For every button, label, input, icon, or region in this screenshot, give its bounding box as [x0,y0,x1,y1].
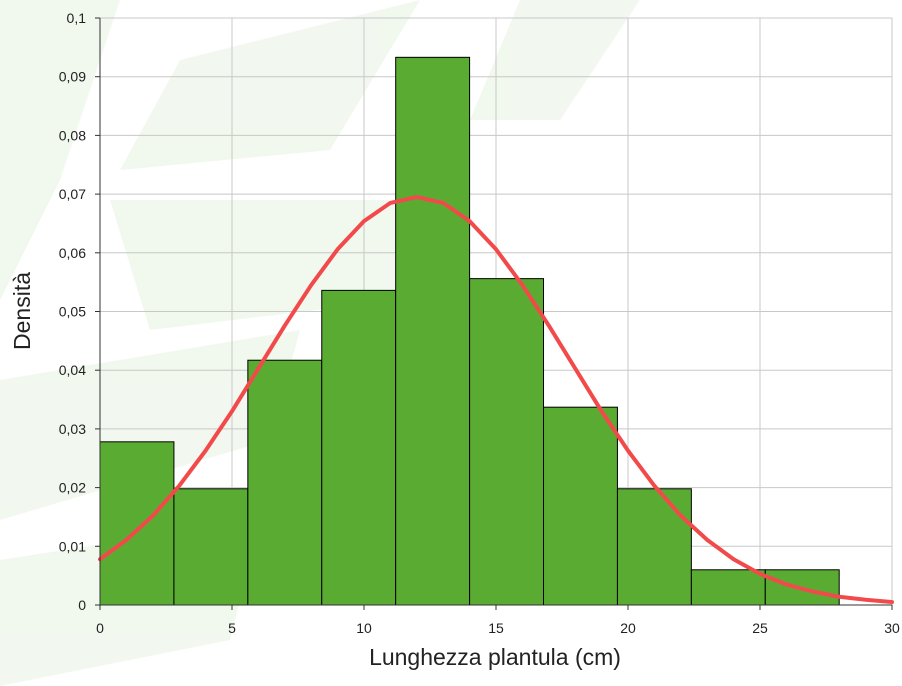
bar [173,488,249,606]
x-tick-label: 15 [488,620,504,636]
x-tick-label: 25 [752,620,768,636]
y-tick-label: 0,03 [59,421,86,437]
bar [543,406,618,606]
bar [395,56,471,606]
bar [321,289,397,606]
x-tick-label: 20 [620,620,636,636]
bar [469,278,545,606]
y-tick-label: 0,07 [59,186,86,202]
bar [690,569,766,606]
y-tick-label: 0,02 [59,480,86,496]
bar [99,441,175,606]
y-tick-label: 0,1 [67,10,87,26]
y-tick-label: 0,08 [59,127,86,143]
y-tick-label: 0,06 [59,245,86,261]
x-tick-label: 10 [356,620,372,636]
x-axis-title: Lunghezza plantula (cm) [369,644,621,670]
x-tick-label: 30 [884,620,900,636]
y-tick-label: 0,09 [59,69,86,85]
x-tick-label: 5 [228,620,236,636]
y-axis-title: Densità [9,272,35,350]
y-tick-label: 0,01 [59,538,86,554]
x-tick-label: 0 [96,620,104,636]
y-tick-label: 0 [78,597,86,613]
y-tick-label: 0,04 [59,362,86,378]
bar [616,488,692,606]
bar [247,359,323,606]
y-tick-label: 0,05 [59,304,86,320]
density-curve [98,195,894,605]
